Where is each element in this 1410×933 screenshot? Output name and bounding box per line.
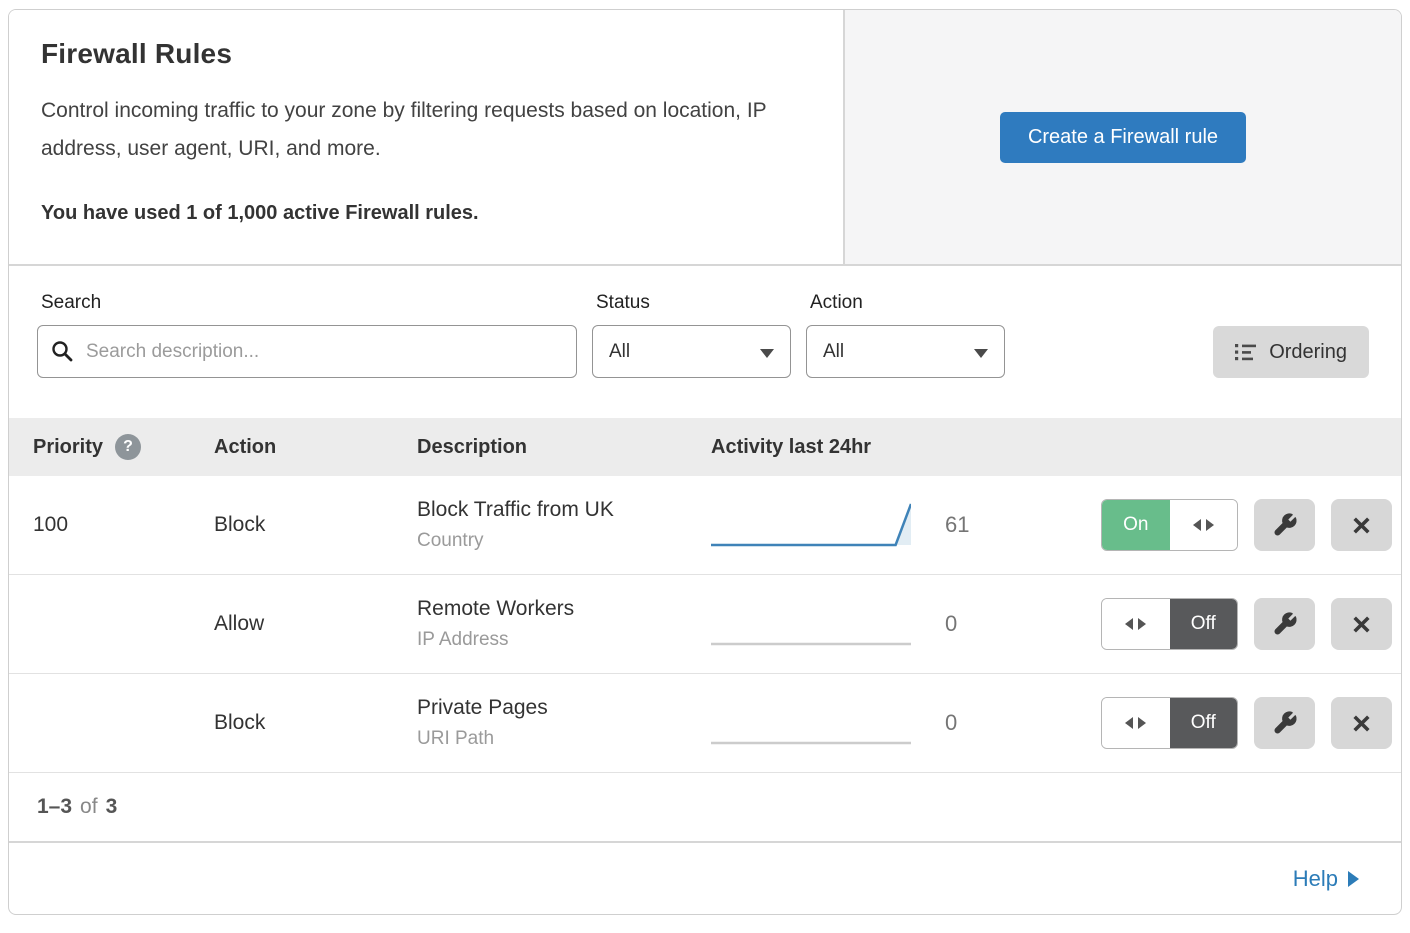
create-firewall-rule-button[interactable]: Create a Firewall rule <box>999 111 1247 163</box>
search-input[interactable] <box>37 325 577 378</box>
status-label: Status <box>596 292 650 313</box>
help-bar: Help <box>9 843 1401 914</box>
delete-rule-button[interactable] <box>1331 697 1392 749</box>
status-selected-value: All <box>609 340 631 362</box>
column-priority: Priority <box>33 435 104 458</box>
activity-count: 0 <box>945 710 958 735</box>
status-select[interactable]: All <box>592 325 791 378</box>
action-value: Allow <box>214 612 265 635</box>
pagination-bar: 1–3 of 3 <box>9 773 1401 843</box>
table-header: Priority ? Action Description Activity l… <box>9 418 1401 476</box>
wrench-icon <box>1274 513 1297 536</box>
toggle-handle-icon <box>1102 698 1170 748</box>
action-select[interactable]: All <box>806 325 1005 378</box>
activity-count: 61 <box>945 512 970 537</box>
edit-rule-button[interactable] <box>1254 598 1315 650</box>
usage-summary: You have used 1 of 1,000 active Firewall… <box>41 201 479 224</box>
ordered-list-icon <box>1235 344 1257 361</box>
toggle-state-label: On <box>1102 500 1170 550</box>
action-value: Block <box>214 513 266 536</box>
rule-match-type: URI Path <box>417 728 495 749</box>
action-label: Action <box>810 292 863 313</box>
column-activity: Activity last 24hr <box>711 435 872 458</box>
rule-description: Remote Workers <box>417 597 575 620</box>
pagination-of-label: of <box>80 795 98 818</box>
ordering-button[interactable]: Ordering <box>1213 326 1369 378</box>
table-row: Allow Remote Workers IP Address 0 Off <box>9 575 1401 674</box>
rule-enable-toggle[interactable]: Off <box>1101 598 1238 650</box>
toggle-handle-icon <box>1169 500 1237 550</box>
search-group: Search <box>37 292 577 378</box>
wrench-icon <box>1274 612 1297 635</box>
wrench-icon <box>1274 711 1297 734</box>
activity-count: 0 <box>945 611 958 636</box>
activity-sparkline <box>711 499 913 551</box>
status-filter-group: Status All <box>592 292 791 378</box>
chevron-down-icon <box>974 349 988 358</box>
priority-value: 100 <box>33 513 69 536</box>
pagination-range: 1–3 <box>37 795 73 818</box>
rule-match-type: IP Address <box>417 629 509 650</box>
page-description: Control incoming traffic to your zone by… <box>41 99 767 160</box>
header-action-area: Create a Firewall rule <box>843 10 1401 264</box>
help-link[interactable]: Help <box>1293 866 1359 892</box>
table-row: Block Private Pages URI Path 0 Off <box>9 674 1401 773</box>
header-text-block: Firewall Rules Control incoming traffic … <box>9 10 843 264</box>
firewall-rules-panel: Firewall Rules Control incoming traffic … <box>8 9 1402 915</box>
rule-match-type: Country <box>417 530 484 551</box>
search-icon <box>52 341 73 362</box>
rule-description: Private Pages <box>417 696 548 719</box>
chevron-down-icon <box>760 349 774 358</box>
rule-description: Block Traffic from UK <box>417 498 614 521</box>
panel-header: Firewall Rules Control incoming traffic … <box>9 10 1401 266</box>
arrow-right-icon <box>1348 870 1359 887</box>
help-link-label: Help <box>1292 865 1338 891</box>
pagination-total: 3 <box>105 795 118 818</box>
column-description: Description <box>417 435 528 458</box>
edit-rule-button[interactable] <box>1254 697 1315 749</box>
close-icon <box>1353 615 1370 633</box>
column-action: Action <box>214 435 277 458</box>
toggle-state-label: Off <box>1169 599 1237 649</box>
close-icon <box>1353 516 1370 534</box>
rule-enable-toggle[interactable]: Off <box>1101 697 1238 749</box>
edit-rule-button[interactable] <box>1254 499 1315 551</box>
priority-help-icon[interactable]: ? <box>115 434 142 460</box>
toggle-handle-icon <box>1102 599 1170 649</box>
close-icon <box>1353 714 1370 732</box>
delete-rule-button[interactable] <box>1331 598 1392 650</box>
action-filter-group: Action All <box>806 292 1005 378</box>
ordering-button-label: Ordering <box>1269 340 1347 363</box>
activity-sparkline <box>711 697 911 749</box>
toggle-state-label: Off <box>1169 698 1237 748</box>
table-row: 100 Block Block Traffic from UK Country … <box>9 476 1401 575</box>
filter-bar: Search Status All Action All <box>9 266 1401 418</box>
action-value: Block <box>214 711 266 734</box>
search-label: Search <box>41 292 102 313</box>
rule-enable-toggle[interactable]: On <box>1101 499 1238 551</box>
delete-rule-button[interactable] <box>1331 499 1392 551</box>
page-title: Firewall Rules <box>41 38 233 69</box>
activity-sparkline <box>711 598 911 650</box>
action-selected-value: All <box>823 340 845 362</box>
